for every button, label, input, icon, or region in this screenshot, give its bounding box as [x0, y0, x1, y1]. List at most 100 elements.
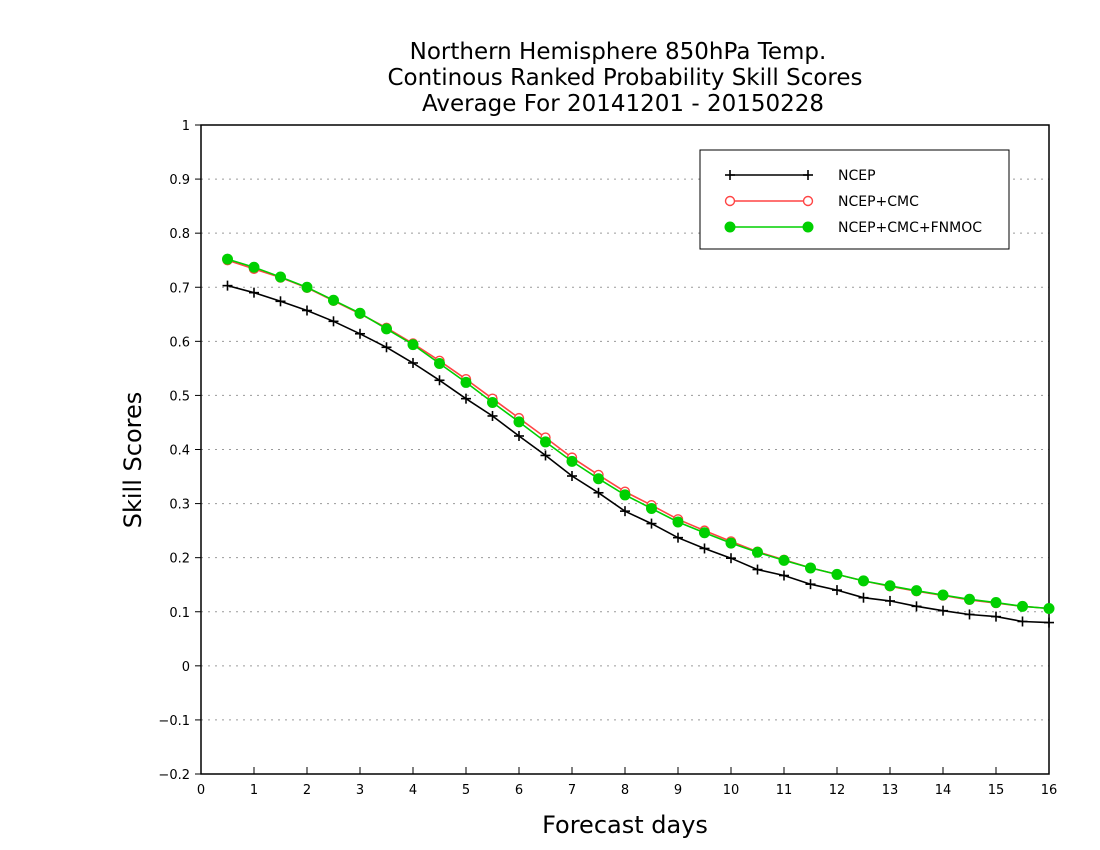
data-point — [1043, 603, 1055, 615]
x-axis-label: Forecast days — [542, 811, 708, 839]
data-point — [540, 450, 551, 461]
x-tick-label: 0 — [197, 783, 205, 798]
data-point — [991, 611, 1001, 622]
data-point — [460, 376, 472, 388]
data-point — [249, 287, 259, 298]
data-point — [434, 358, 445, 370]
data-point — [566, 455, 578, 467]
x-tick-label: 7 — [568, 783, 576, 798]
data-point — [222, 253, 233, 265]
data-point — [778, 554, 790, 566]
data-point — [646, 502, 657, 514]
data-point — [434, 375, 445, 386]
y-tick-label: 0.9 — [169, 173, 190, 188]
data-point — [673, 532, 683, 543]
data-point — [514, 430, 524, 441]
x-tick-label: 1 — [250, 783, 258, 798]
data-point — [381, 323, 392, 335]
x-tick-label: 14 — [935, 783, 952, 798]
data-point — [802, 195, 814, 207]
title-line-2: Continous Ranked Probability Skill Score… — [387, 65, 862, 91]
data-point — [964, 593, 975, 605]
x-tick-label: 5 — [462, 783, 470, 798]
x-tick-label: 8 — [621, 783, 629, 798]
x-tick-label: 11 — [776, 783, 793, 798]
y-tick-label: −0.1 — [158, 714, 190, 729]
data-point — [831, 568, 843, 580]
data-point — [911, 601, 922, 612]
data-point — [672, 516, 684, 528]
data-point — [407, 339, 419, 351]
y-tick-label: 0.7 — [169, 281, 190, 296]
y-tick-label: 0.8 — [169, 227, 190, 242]
y-tick-label: −0.2 — [158, 768, 190, 783]
x-tick-label: 4 — [409, 783, 417, 798]
data-point — [513, 416, 525, 428]
data-point — [725, 170, 735, 180]
y-axis: −0.2 −0.1 0 0.1 0.2 0.3 0.4 0.5 0.6 0.7 0.8 0.9 1 — [158, 119, 201, 783]
data-point — [593, 487, 604, 498]
data-point — [619, 489, 631, 501]
title-line-1: Northern Hemisphere 850hPa Temp. — [410, 39, 827, 65]
data-point — [248, 261, 260, 273]
x-tick-label: 16 — [1041, 783, 1058, 798]
series-ncep-cmc-fnmoc — [222, 253, 1055, 615]
data-point — [699, 527, 710, 539]
y-tick-label: 0.1 — [169, 606, 190, 621]
legend-box — [699, 149, 1010, 250]
x-tick-label: 9 — [674, 783, 682, 798]
y-tick-label: 0.5 — [169, 389, 190, 404]
legend-label: NCEP — [838, 168, 876, 184]
data-point — [699, 543, 710, 554]
series-line — [227, 258, 1050, 610]
x-tick-label: 6 — [515, 783, 523, 798]
y-tick-label: 0.4 — [169, 444, 190, 459]
data-point — [752, 546, 763, 558]
x-tick-label: 2 — [303, 783, 311, 798]
data-point — [726, 553, 736, 564]
chart-title: Northern Hemisphere 850hPa Temp. Contino… — [387, 39, 862, 117]
data-point — [381, 342, 392, 353]
series-ncep-cmc — [222, 255, 1055, 614]
y-tick-label: 1 — [182, 119, 190, 134]
data-point — [328, 316, 339, 327]
y-tick-label: 0.3 — [169, 498, 190, 513]
data-point — [408, 357, 418, 368]
data-point — [832, 585, 842, 596]
data-point — [964, 609, 975, 620]
data-point — [620, 506, 630, 517]
legend: NCEP NCEP+CMC NCEP+CMC+FNMOC — [699, 149, 1010, 250]
data-point — [646, 518, 657, 529]
y-tick-label: 0 — [182, 660, 190, 675]
data-point — [885, 595, 895, 606]
data-point — [222, 280, 233, 291]
data-point — [1044, 617, 1054, 628]
data-point — [805, 562, 816, 574]
data-point — [805, 579, 816, 590]
data-point — [301, 281, 313, 293]
data-point — [302, 305, 312, 316]
data-point — [802, 221, 814, 233]
data-point — [937, 589, 949, 601]
legend-entry: NCEP+CMC+FNMOC — [724, 220, 982, 236]
data-point — [593, 473, 604, 485]
legend-entry: NCEP+CMC — [724, 194, 919, 210]
data-point — [567, 471, 577, 482]
grid-lines — [201, 178, 1049, 721]
data-point — [803, 170, 813, 180]
data-point — [1017, 616, 1028, 627]
data-point — [779, 570, 789, 581]
data-point — [355, 328, 365, 339]
data-point — [752, 564, 763, 575]
legend-label: NCEP+CMC+FNMOC — [838, 220, 982, 236]
x-tick-label: 12 — [829, 783, 846, 798]
data-point — [884, 580, 896, 592]
x-tick-label: 3 — [356, 783, 364, 798]
x-tick-label: 10 — [723, 783, 740, 798]
series-layer — [222, 253, 1055, 628]
data-point — [275, 296, 286, 307]
data-point — [911, 585, 922, 597]
data-point — [275, 271, 286, 283]
x-tick-label: 15 — [988, 783, 1005, 798]
